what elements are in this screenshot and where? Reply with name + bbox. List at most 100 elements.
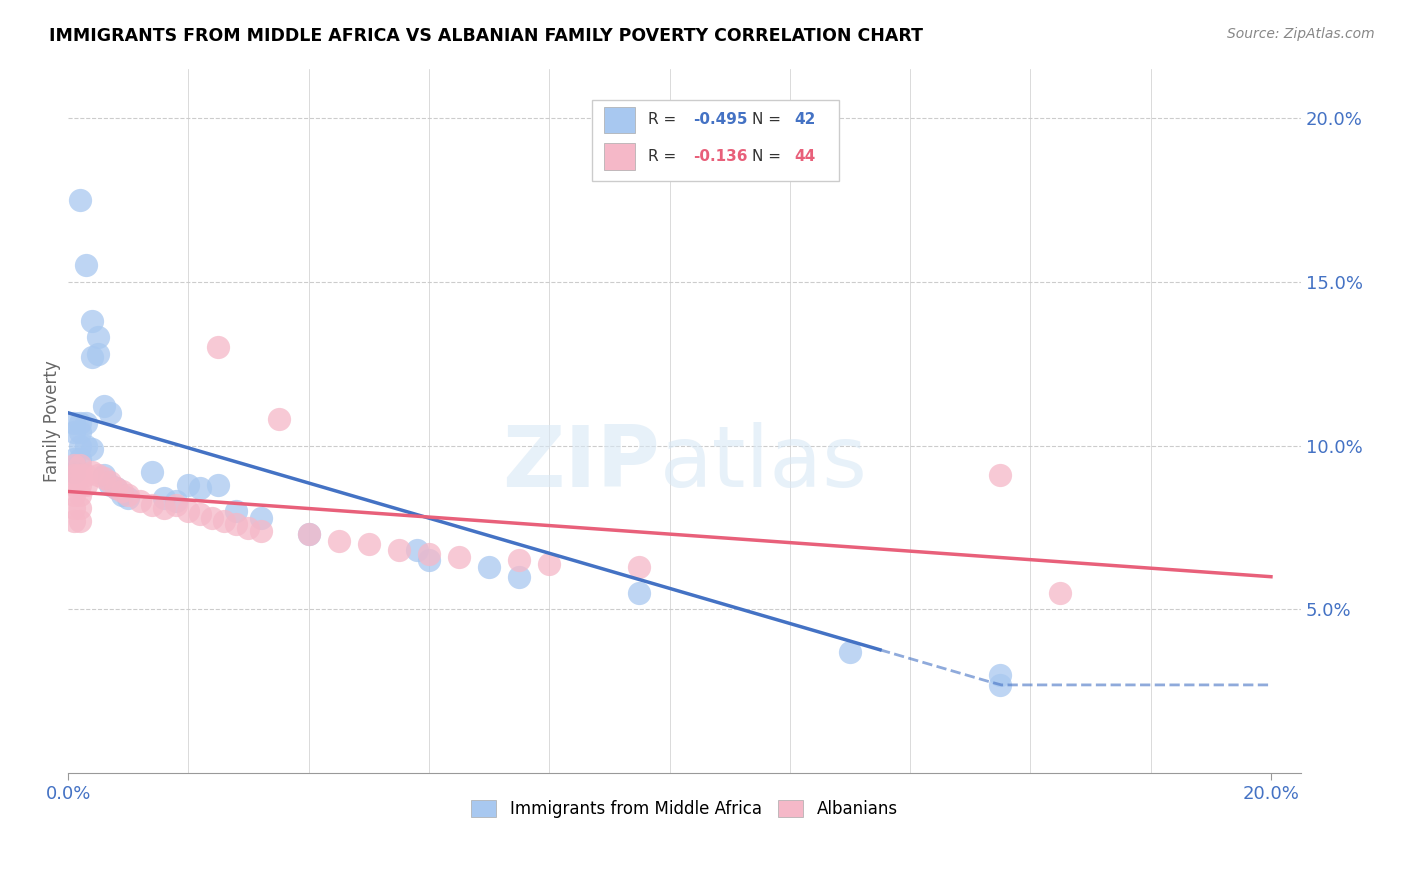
Point <box>249 524 271 538</box>
Point <box>298 527 321 541</box>
FancyBboxPatch shape <box>592 100 838 181</box>
Point <box>988 468 1011 483</box>
Point <box>69 193 91 207</box>
Point <box>839 645 862 659</box>
Point <box>63 458 86 473</box>
Y-axis label: Family Poverty: Family Poverty <box>44 360 60 482</box>
Point <box>418 547 440 561</box>
Text: 42: 42 <box>794 112 815 128</box>
Point <box>75 416 97 430</box>
Point <box>298 527 321 541</box>
Point <box>87 330 110 344</box>
Point <box>538 557 561 571</box>
Point <box>117 491 139 505</box>
Point <box>75 439 97 453</box>
Bar <box>605 106 636 134</box>
Point <box>63 465 86 479</box>
Point <box>177 478 200 492</box>
Text: -0.495: -0.495 <box>693 112 748 128</box>
Text: N =: N = <box>752 112 786 128</box>
Point <box>225 504 247 518</box>
Point <box>63 451 86 466</box>
Point <box>628 586 651 600</box>
Point <box>69 451 91 466</box>
Point <box>63 425 86 440</box>
Point <box>105 481 128 495</box>
Point <box>93 399 115 413</box>
Point <box>63 488 86 502</box>
Point <box>418 553 440 567</box>
Point <box>207 478 229 492</box>
Text: atlas: atlas <box>659 422 868 505</box>
Point <box>75 258 97 272</box>
Point <box>82 465 104 479</box>
Point <box>249 510 271 524</box>
Point <box>129 494 152 508</box>
Point <box>82 314 104 328</box>
Point <box>69 488 91 502</box>
Point <box>117 488 139 502</box>
Point <box>328 533 350 548</box>
Point <box>141 498 163 512</box>
Point <box>93 468 115 483</box>
Text: Source: ZipAtlas.com: Source: ZipAtlas.com <box>1227 27 1375 41</box>
Point <box>82 350 104 364</box>
Point <box>111 484 134 499</box>
Point <box>69 416 91 430</box>
Point <box>105 481 128 495</box>
Text: ZIP: ZIP <box>502 422 659 505</box>
Point <box>69 514 91 528</box>
Point <box>201 510 224 524</box>
Point <box>190 508 212 522</box>
Point <box>988 668 1011 682</box>
Point <box>267 412 290 426</box>
Point <box>75 468 97 483</box>
Point <box>98 406 121 420</box>
Point <box>388 543 411 558</box>
Text: N =: N = <box>752 149 786 164</box>
Point <box>1049 586 1071 600</box>
Point <box>63 416 86 430</box>
Point <box>63 500 86 515</box>
Point <box>165 498 187 512</box>
Point <box>93 471 115 485</box>
Point <box>87 347 110 361</box>
Text: IMMIGRANTS FROM MIDDLE AFRICA VS ALBANIAN FAMILY POVERTY CORRELATION CHART: IMMIGRANTS FROM MIDDLE AFRICA VS ALBANIA… <box>49 27 924 45</box>
Point <box>508 570 530 584</box>
Point <box>207 340 229 354</box>
Point <box>69 425 91 440</box>
Point <box>225 517 247 532</box>
Text: 44: 44 <box>794 149 815 164</box>
Bar <box>605 144 636 170</box>
Point <box>357 537 380 551</box>
Point <box>628 560 651 574</box>
Point <box>177 504 200 518</box>
Point <box>69 458 91 473</box>
Point <box>153 491 176 505</box>
Point <box>238 520 260 534</box>
Point <box>98 475 121 489</box>
Point <box>153 500 176 515</box>
Point <box>447 549 470 564</box>
Point <box>406 543 429 558</box>
Point <box>82 442 104 456</box>
Point <box>63 514 86 528</box>
Text: -0.136: -0.136 <box>693 149 748 164</box>
Point <box>69 478 91 492</box>
Point <box>141 465 163 479</box>
Point <box>69 468 91 483</box>
Point <box>98 478 121 492</box>
Text: R =: R = <box>648 149 681 164</box>
Point <box>63 468 86 483</box>
Legend: Immigrants from Middle Africa, Albanians: Immigrants from Middle Africa, Albanians <box>464 794 904 825</box>
Point <box>69 500 91 515</box>
Point <box>63 478 86 492</box>
Point <box>111 488 134 502</box>
Point <box>988 678 1011 692</box>
Point <box>69 439 91 453</box>
Point <box>508 553 530 567</box>
Point <box>165 494 187 508</box>
Text: R =: R = <box>648 112 681 128</box>
Point <box>190 481 212 495</box>
Point <box>214 514 236 528</box>
